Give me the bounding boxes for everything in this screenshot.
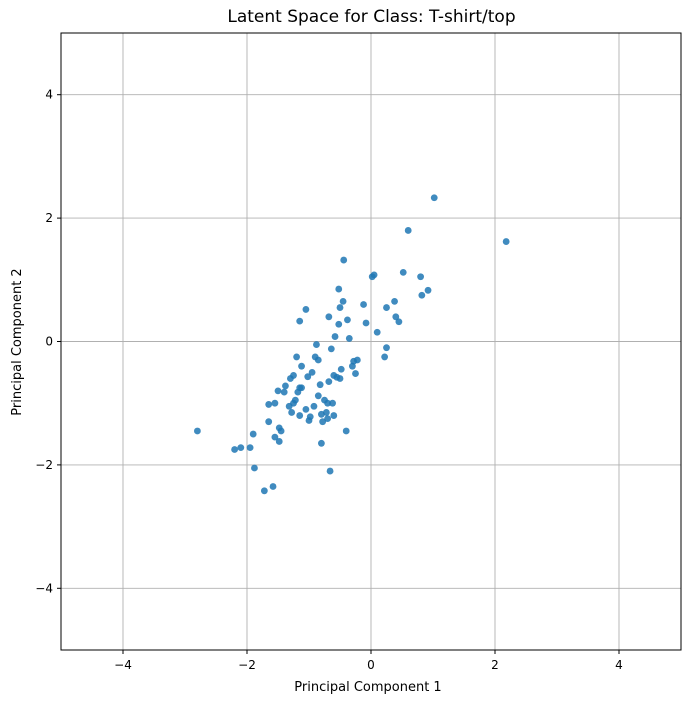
scatter-point [298, 384, 305, 392]
scatter-point [306, 413, 314, 421]
scatter-point [381, 353, 389, 361]
scatter-point [274, 387, 282, 395]
scatter-point [237, 444, 245, 452]
scatter-point [418, 291, 426, 299]
scatter-point [383, 304, 390, 311]
y-axis-title: Principal Component 2 [10, 268, 25, 415]
scatter-point [280, 388, 288, 396]
scatter-point [269, 483, 277, 490]
scatter-point [296, 317, 304, 325]
scatter-point [352, 370, 359, 377]
axis-ticks: −4 −2 0 2 4 −4 −2 0 2 4 [35, 88, 623, 672]
y-tick-label: 4 [45, 88, 53, 102]
y-tick-label: 2 [45, 211, 53, 225]
scatter-point [345, 335, 353, 342]
scatter-point [324, 399, 331, 407]
scatter-point [392, 313, 400, 321]
scatter-point [324, 415, 331, 423]
scatter-point [339, 297, 347, 305]
scatter-point [430, 194, 438, 202]
scatter-point [288, 409, 296, 416]
scatter-point [231, 446, 239, 453]
scatter-point [370, 271, 378, 279]
x-tick-label: 2 [491, 658, 499, 672]
scatter-point [331, 333, 339, 340]
scatter-point [373, 328, 381, 336]
scatter-point [325, 378, 333, 386]
scatter-point [399, 268, 407, 276]
scatter-point [330, 412, 338, 419]
scatter-point [335, 285, 343, 293]
scatter-point [302, 306, 310, 313]
scatter-point [314, 392, 322, 400]
scatter-point [275, 438, 283, 445]
scatter-point [424, 286, 432, 294]
y-tick-label: 0 [45, 335, 53, 349]
scatter-point [362, 319, 370, 327]
scatter-point [360, 301, 367, 308]
scatter-point [318, 439, 325, 447]
scatter-point [265, 401, 273, 408]
chart-title: Latent Space for Class: T-shirt/top [227, 7, 515, 27]
scatter-point [277, 427, 285, 435]
scatter-point [290, 372, 297, 379]
scatter-point [304, 373, 312, 381]
scatter-point [308, 368, 316, 376]
grid [61, 33, 681, 650]
scatter-point [395, 318, 403, 326]
scatter-point [336, 375, 344, 382]
scatter-point [417, 273, 424, 281]
scatter-point [335, 320, 343, 328]
scatter-point [265, 418, 273, 426]
scatter-point [383, 344, 390, 352]
scatter-point [194, 427, 201, 435]
scatter-point [326, 467, 334, 475]
scatter-point [319, 418, 327, 426]
scatter-point [271, 433, 279, 441]
scatter-point [249, 430, 257, 438]
scatter-point [313, 341, 320, 348]
scatter-point [316, 381, 324, 389]
scatter-point [322, 409, 330, 416]
scatter-point [293, 353, 300, 361]
scatter-point [391, 297, 398, 305]
scatter-point [271, 399, 279, 407]
scatter-point [344, 316, 351, 324]
scatter-point [353, 356, 361, 364]
scatter-point [260, 487, 268, 495]
scatter-point [310, 402, 318, 410]
x-tick-label: 4 [615, 658, 623, 672]
scatter-point [298, 362, 305, 370]
scatter-point [251, 464, 258, 472]
x-tick-label: −4 [114, 658, 132, 672]
scatter-point [246, 444, 254, 452]
y-tick-label: −2 [35, 458, 53, 472]
scatter-point [282, 382, 289, 390]
scatter-point [336, 304, 344, 311]
scatter-point [291, 396, 299, 404]
x-axis-title: Principal Component 1 [294, 680, 441, 695]
y-tick-label: −4 [35, 581, 53, 595]
scatter-point [302, 405, 310, 413]
scatter-point [337, 365, 345, 373]
scatter-point [340, 256, 348, 264]
scatter-point [404, 227, 412, 234]
x-tick-label: −2 [238, 658, 256, 672]
scatter-point [327, 345, 335, 353]
x-tick-label: 0 [367, 658, 375, 672]
scatter-point [314, 356, 322, 364]
scatter-point [325, 313, 333, 321]
scatter-point [296, 412, 304, 419]
scatter-point [329, 399, 336, 407]
scatter-point [502, 238, 510, 245]
data-points [194, 194, 510, 495]
scatter-point [342, 427, 350, 435]
